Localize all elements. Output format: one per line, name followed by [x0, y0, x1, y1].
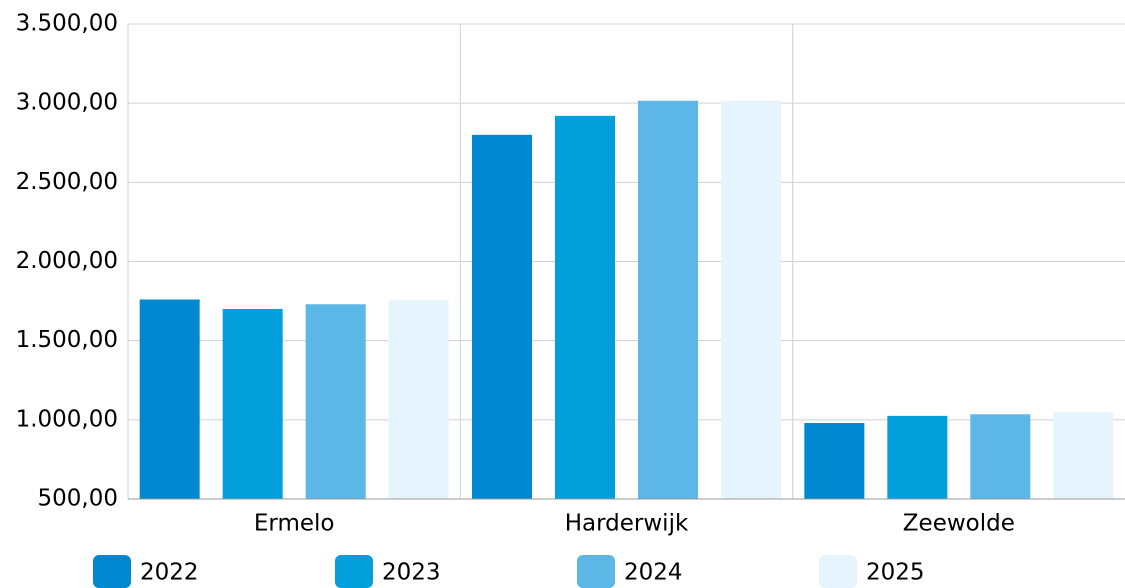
legend-label: 2023: [382, 560, 441, 586]
bar: [139, 299, 200, 499]
y-tick-label: 3.500,00: [16, 11, 118, 37]
y-tick-label: 2.500,00: [16, 169, 118, 195]
bar: [388, 300, 449, 499]
x-tick-label: Zeewolde: [903, 511, 1015, 537]
bar: [887, 415, 948, 499]
bar: [222, 309, 283, 499]
legend-label: 2022: [140, 560, 199, 586]
legend-swatch: [819, 555, 857, 588]
y-tick-label: 500,00: [38, 486, 118, 512]
legend-swatch: [93, 555, 131, 588]
y-tick-label: 2.000,00: [16, 248, 118, 274]
bar: [1053, 411, 1114, 499]
legend-label: 2024: [624, 560, 683, 586]
legend-label: 2025: [866, 560, 925, 586]
bar: [721, 100, 781, 500]
bar: [305, 304, 366, 499]
bar: [970, 414, 1031, 499]
y-tick-label: 3.000,00: [16, 90, 118, 116]
y-tick-label: 1.000,00: [16, 406, 118, 432]
bar: [555, 115, 615, 499]
y-tick-label: 1.500,00: [16, 327, 118, 353]
bar: [638, 100, 698, 500]
bar: [472, 134, 532, 500]
x-tick-label: Ermelo: [254, 511, 335, 537]
legend-swatch: [577, 555, 615, 588]
legend-swatch: [335, 555, 373, 588]
x-tick-label: Harderwijk: [565, 511, 689, 537]
bar: [804, 423, 865, 499]
